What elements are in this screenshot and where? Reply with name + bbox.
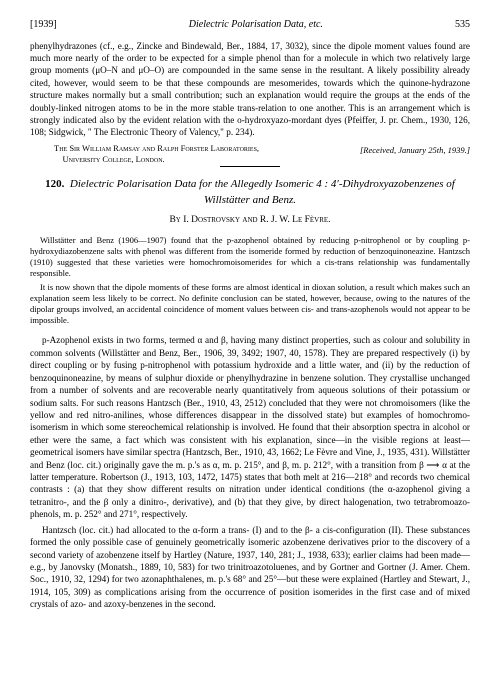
article-title: Dielectric Polarisation Data for the All… xyxy=(70,178,455,205)
abstract-block: Willstätter and Benz (1906—1907) found t… xyxy=(30,235,470,326)
header-running-title: Dielectric Polarisation Data, etc. xyxy=(57,18,455,32)
body-para-1: p-Azophenol exists in two forms, termed … xyxy=(30,334,470,520)
section-divider xyxy=(220,166,280,167)
article-title-block: 120. Dielectric Polarisation Data for th… xyxy=(30,177,470,208)
page-header: [1939] Dielectric Polarisation Data, etc… xyxy=(30,18,470,32)
article-authors: By I. Dostrovsky and R. J. W. Le Fèvre. xyxy=(30,214,470,227)
affiliation-line-2: University College, London. xyxy=(63,154,165,164)
header-year: [1939] xyxy=(30,18,57,32)
journal-page: [1939] Dielectric Polarisation Data, etc… xyxy=(0,0,500,634)
affiliation-line-1: The Sir William Ramsay and Ralph Forster… xyxy=(54,143,259,153)
abstract-para-1: Willstätter and Benz (1906—1907) found t… xyxy=(30,235,470,279)
header-page-number: 535 xyxy=(455,18,470,32)
body-para-2: Hantzsch (loc. cit.) had allocated to th… xyxy=(30,524,470,611)
abstract-para-2: It is now shown that the dipole moments … xyxy=(30,282,470,326)
article-number: 120. xyxy=(45,178,64,190)
continuation-paragraph: phenylhydrazones (cf., e.g., Zincke and … xyxy=(30,40,470,139)
